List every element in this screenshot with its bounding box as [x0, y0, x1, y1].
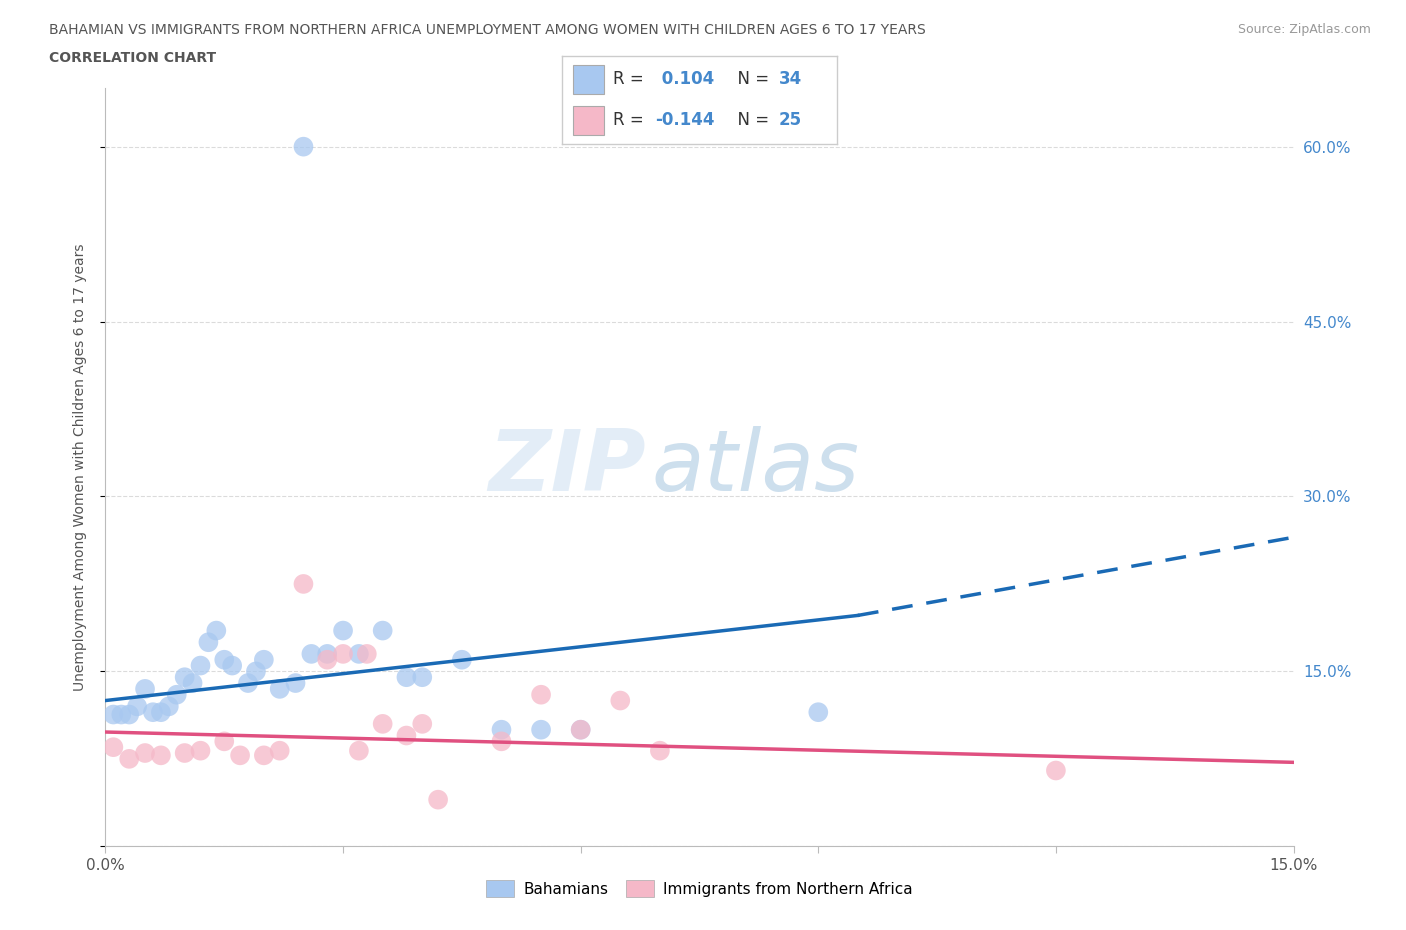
- Text: Source: ZipAtlas.com: Source: ZipAtlas.com: [1237, 23, 1371, 36]
- Point: [569, 723, 592, 737]
- Point: [569, 723, 592, 737]
- Point: [491, 723, 513, 737]
- Point: [807, 705, 830, 720]
- Point: [173, 670, 195, 684]
- Point: [214, 652, 236, 667]
- Point: [118, 751, 141, 766]
- Point: [214, 734, 236, 749]
- Point: [245, 664, 267, 679]
- Text: atlas: atlas: [652, 426, 860, 509]
- Point: [181, 675, 204, 690]
- Point: [269, 743, 291, 758]
- Legend: Bahamians, Immigrants from Northern Africa: Bahamians, Immigrants from Northern Afri…: [481, 874, 918, 903]
- FancyBboxPatch shape: [574, 65, 603, 94]
- Point: [166, 687, 188, 702]
- Text: CORRELATION CHART: CORRELATION CHART: [49, 51, 217, 65]
- Point: [648, 743, 671, 758]
- Point: [190, 743, 212, 758]
- Point: [103, 707, 125, 722]
- Point: [371, 716, 394, 731]
- Point: [103, 739, 125, 754]
- Text: N =: N =: [727, 70, 775, 87]
- Point: [1045, 764, 1067, 778]
- Point: [316, 652, 339, 667]
- Text: R =: R =: [613, 112, 650, 129]
- Point: [347, 646, 370, 661]
- Point: [253, 748, 276, 763]
- Text: -0.144: -0.144: [655, 112, 716, 129]
- Point: [530, 687, 553, 702]
- Point: [609, 693, 631, 708]
- Point: [173, 746, 195, 761]
- Point: [450, 652, 472, 667]
- Point: [149, 705, 172, 720]
- Text: BAHAMIAN VS IMMIGRANTS FROM NORTHERN AFRICA UNEMPLOYMENT AMONG WOMEN WITH CHILDR: BAHAMIAN VS IMMIGRANTS FROM NORTHERN AFR…: [49, 23, 927, 37]
- Point: [530, 723, 553, 737]
- Text: ZIP: ZIP: [488, 426, 645, 509]
- Point: [205, 623, 228, 638]
- Text: 0.104: 0.104: [655, 70, 714, 87]
- FancyBboxPatch shape: [574, 106, 603, 136]
- Point: [292, 140, 315, 154]
- Point: [110, 707, 132, 722]
- Point: [190, 658, 212, 673]
- Text: 25: 25: [779, 112, 801, 129]
- Point: [221, 658, 243, 673]
- Point: [427, 792, 450, 807]
- Point: [316, 646, 339, 661]
- Point: [284, 675, 307, 690]
- Point: [491, 734, 513, 749]
- Point: [269, 682, 291, 697]
- Point: [149, 748, 172, 763]
- Point: [236, 675, 259, 690]
- Text: R =: R =: [613, 70, 650, 87]
- Y-axis label: Unemployment Among Women with Children Ages 6 to 17 years: Unemployment Among Women with Children A…: [73, 244, 87, 691]
- Point: [356, 646, 378, 661]
- Text: N =: N =: [727, 112, 775, 129]
- Point: [332, 623, 354, 638]
- Point: [371, 623, 394, 638]
- Point: [395, 670, 418, 684]
- Point: [142, 705, 165, 720]
- Point: [118, 707, 141, 722]
- Point: [347, 743, 370, 758]
- Point: [157, 699, 180, 714]
- Point: [411, 716, 433, 731]
- Point: [332, 646, 354, 661]
- Point: [229, 748, 252, 763]
- Text: 34: 34: [779, 70, 803, 87]
- Point: [197, 635, 219, 650]
- Point: [411, 670, 433, 684]
- Point: [127, 699, 149, 714]
- Point: [395, 728, 418, 743]
- Point: [134, 746, 156, 761]
- Point: [299, 646, 322, 661]
- Point: [134, 682, 156, 697]
- Point: [292, 577, 315, 591]
- Point: [253, 652, 276, 667]
